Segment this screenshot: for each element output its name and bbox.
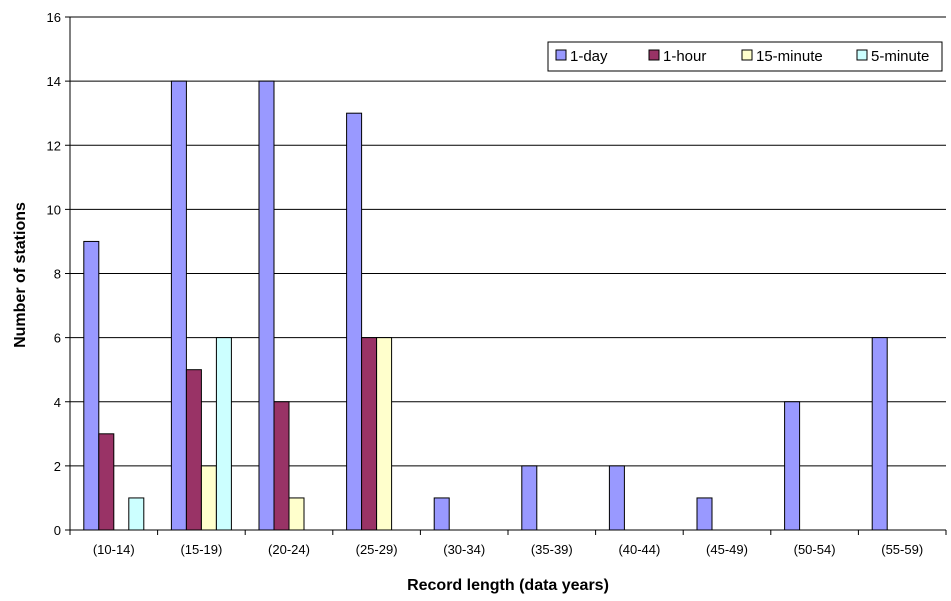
- bar-1-day: [433, 497, 450, 531]
- bar-1-day: [696, 497, 713, 531]
- legend-swatch: [856, 49, 868, 61]
- legend-swatch: [648, 49, 660, 61]
- bar-1-day: [871, 337, 888, 531]
- legend-label: 1-day: [570, 48, 608, 65]
- y-axis-title: Number of stations: [12, 202, 29, 348]
- legend-swatch: [555, 49, 567, 61]
- bar-1-day: [258, 80, 275, 531]
- x-tick-label: (55-59): [881, 542, 923, 557]
- x-tick-label: (10-14): [93, 542, 135, 557]
- x-tick-label: (15-19): [180, 542, 222, 557]
- legend-label: 1-hour: [663, 48, 706, 65]
- bar-1-day: [784, 401, 801, 531]
- bar-1-hour: [361, 337, 378, 531]
- x-tick-label: (35-39): [531, 542, 573, 557]
- bar-1-day: [170, 80, 187, 531]
- x-axis-title: Record length (data years): [407, 577, 609, 594]
- bar-15-minute: [376, 337, 393, 531]
- y-tick-label: 14: [47, 74, 61, 89]
- bar-1-hour: [98, 433, 115, 531]
- bar-15-minute: [288, 497, 305, 531]
- bar-5-minute: [128, 497, 145, 531]
- y-tick-label: 10: [47, 202, 61, 217]
- legend-swatch: [741, 49, 753, 61]
- y-tick-label: 6: [54, 331, 61, 346]
- bar-1-day: [608, 465, 625, 531]
- bar-1-day: [83, 240, 100, 531]
- bar-1-hour: [273, 401, 290, 531]
- x-tick-label: (30-34): [443, 542, 485, 557]
- x-tick-label: (20-24): [268, 542, 310, 557]
- x-tick-label: (25-29): [356, 542, 398, 557]
- y-tick-label: 8: [54, 267, 61, 282]
- axes: [65, 16, 947, 535]
- legend: 1-day 1-hour 15-minute 5-minute: [547, 41, 943, 72]
- y-tick-label: 12: [47, 138, 61, 153]
- bar-1-day: [346, 112, 363, 531]
- x-tick-label: (50-54): [794, 542, 836, 557]
- y-tick-label: 2: [54, 459, 61, 474]
- bars: [83, 80, 888, 531]
- y-tick-label: 0: [54, 523, 61, 538]
- y-tick-label: 4: [54, 395, 61, 410]
- bar-5-minute: [215, 337, 232, 531]
- legend-label: 15-minute: [756, 48, 823, 65]
- x-tick-label: (45-49): [706, 542, 748, 557]
- y-tick-label: 16: [47, 10, 61, 25]
- bar-1-hour: [185, 369, 202, 531]
- x-tick-label: (40-44): [618, 542, 660, 557]
- legend-label: 5-minute: [871, 48, 929, 65]
- bar-15-minute: [200, 465, 217, 531]
- x-tick-labels: (10-14) (15-19) (20-24) (25-29) (30-34) (35-3…: [93, 542, 923, 557]
- y-tick-labels: 0 2 4 6 8 10 12 14 16: [47, 10, 61, 538]
- bar-1-day: [521, 465, 538, 531]
